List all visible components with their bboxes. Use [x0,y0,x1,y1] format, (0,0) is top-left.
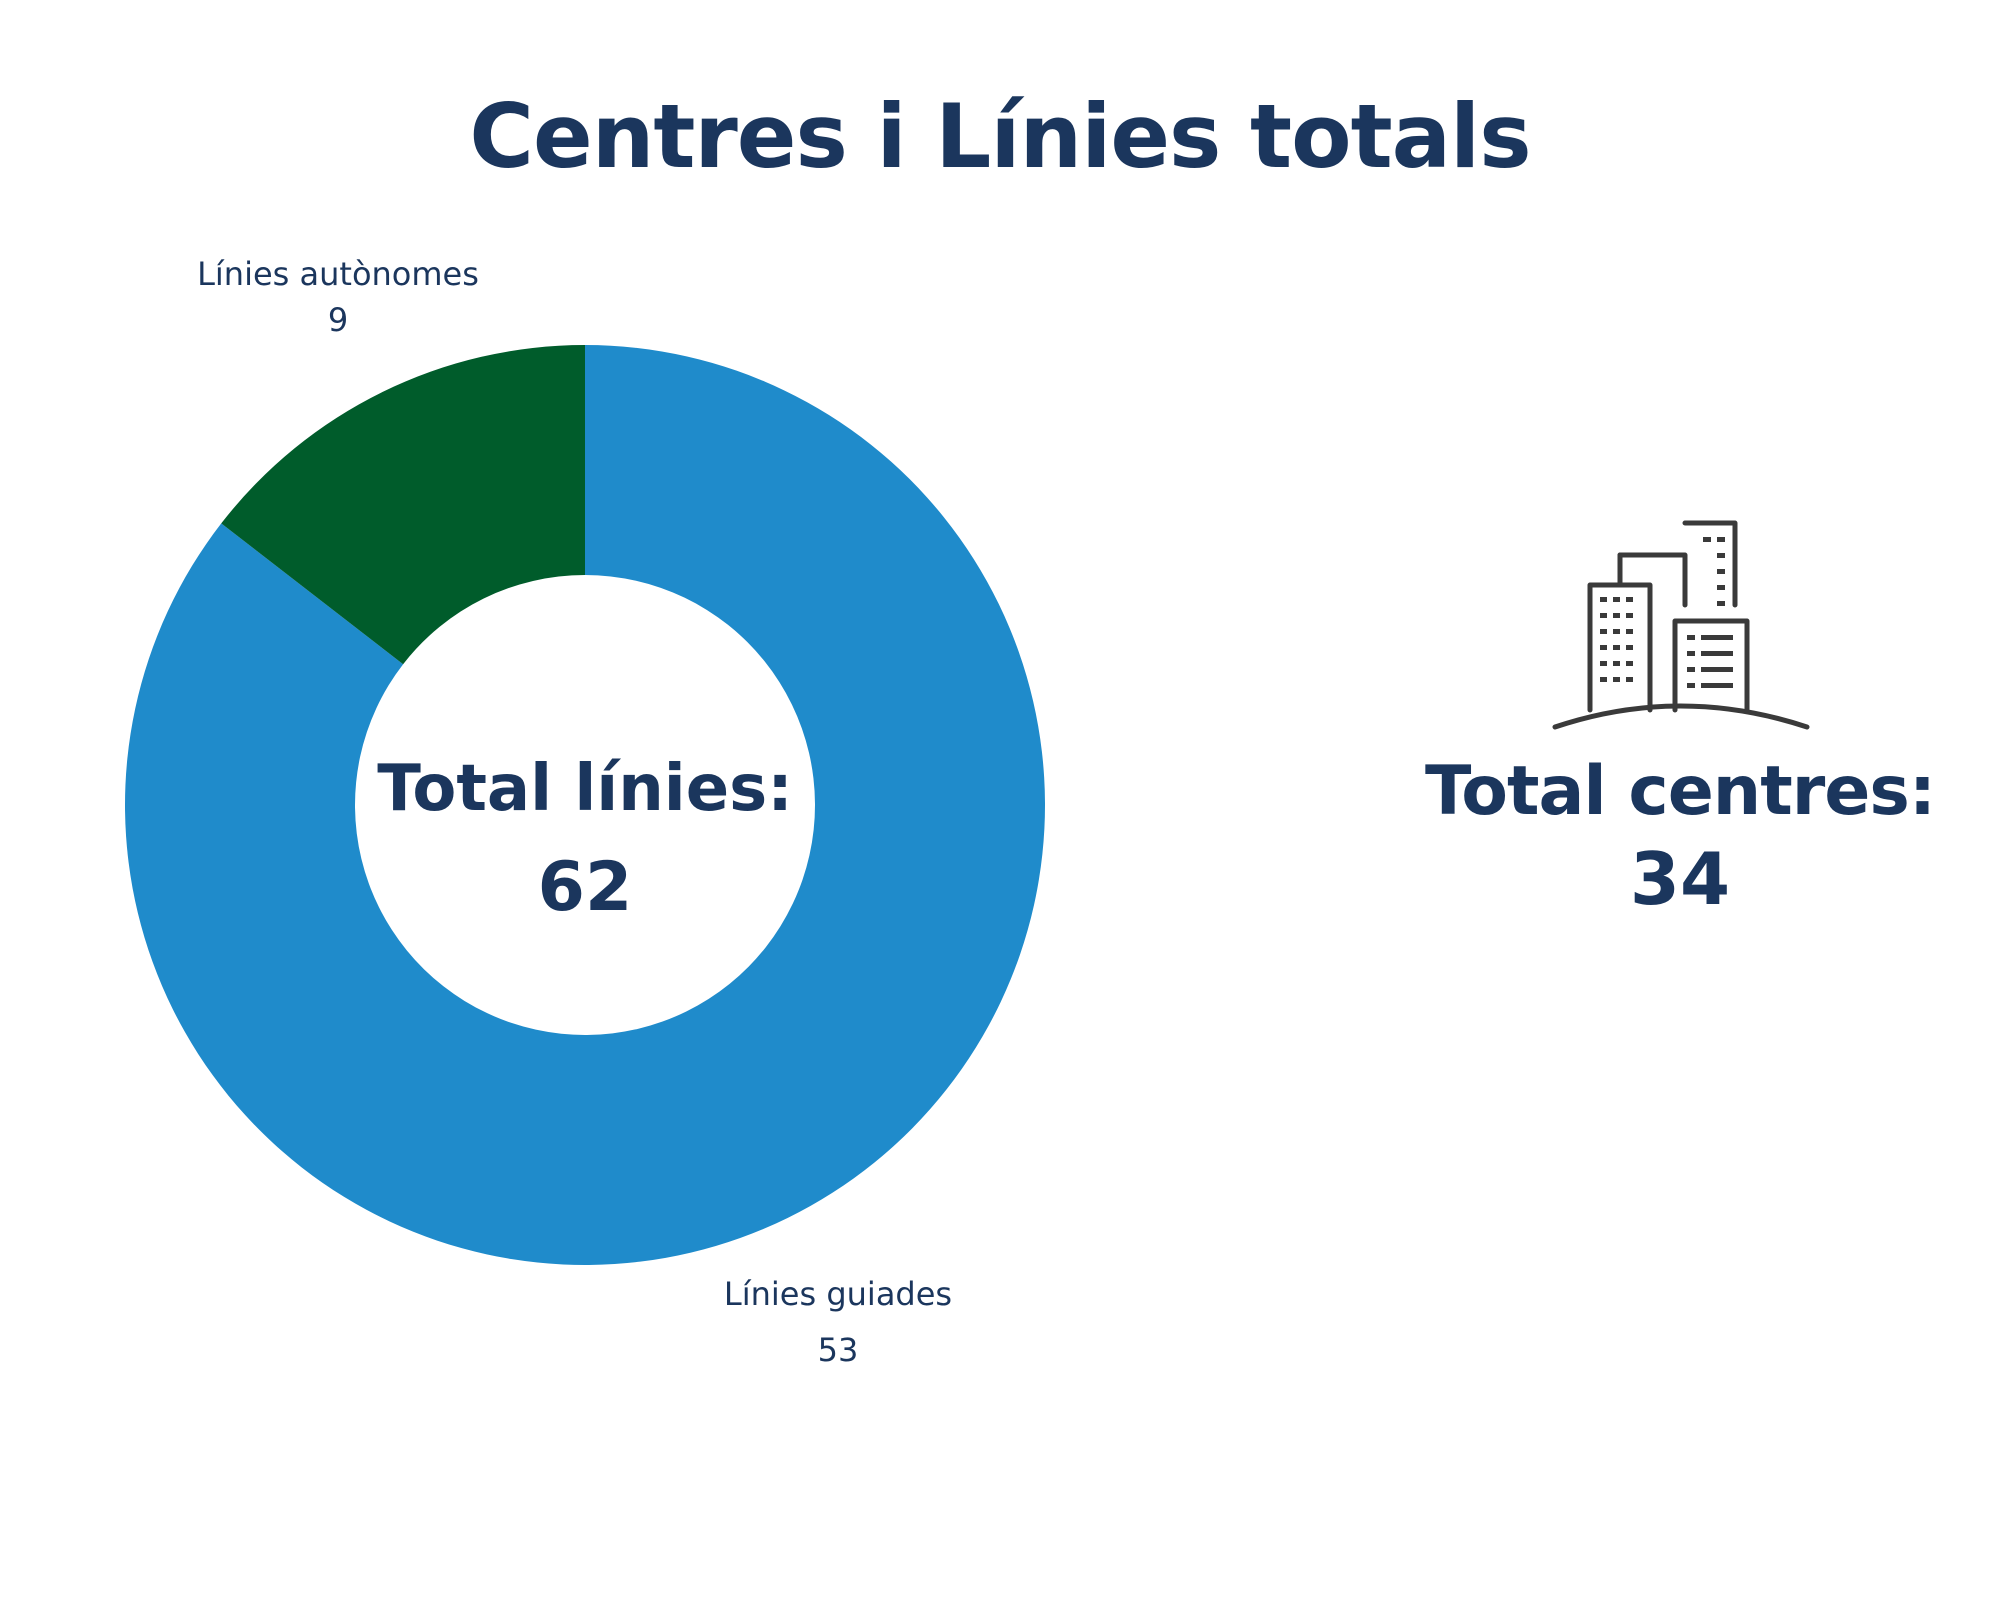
page-title: Centres i Línies totals [469,85,1531,188]
labels-layer: Línies guiades 53 Línies autònomes 9 [197,255,952,1369]
slices-layer [125,345,1046,1265]
total-centres-label: Total centres: [1424,752,1936,831]
donut-chart: Línies guiades 53 Línies autònomes 9 Total … [125,255,1046,1369]
slice-l-nies-guiades [125,345,1046,1265]
center-label: Total línies: [377,752,793,826]
slice-label-name: Línies autònomes [197,255,479,293]
center-value: 62 [538,848,633,927]
slice-label-name: Línies guiades [724,1275,952,1313]
slice-label-value: 9 [328,301,348,339]
buildings-icon [1552,520,1810,730]
total-centres-block: Total centres: 34 [1380,750,1980,924]
total-centres-value: 34 [1629,837,1731,921]
slice-label-value: 53 [818,1331,859,1369]
slice-l-nies-aut-nomes [221,345,585,665]
